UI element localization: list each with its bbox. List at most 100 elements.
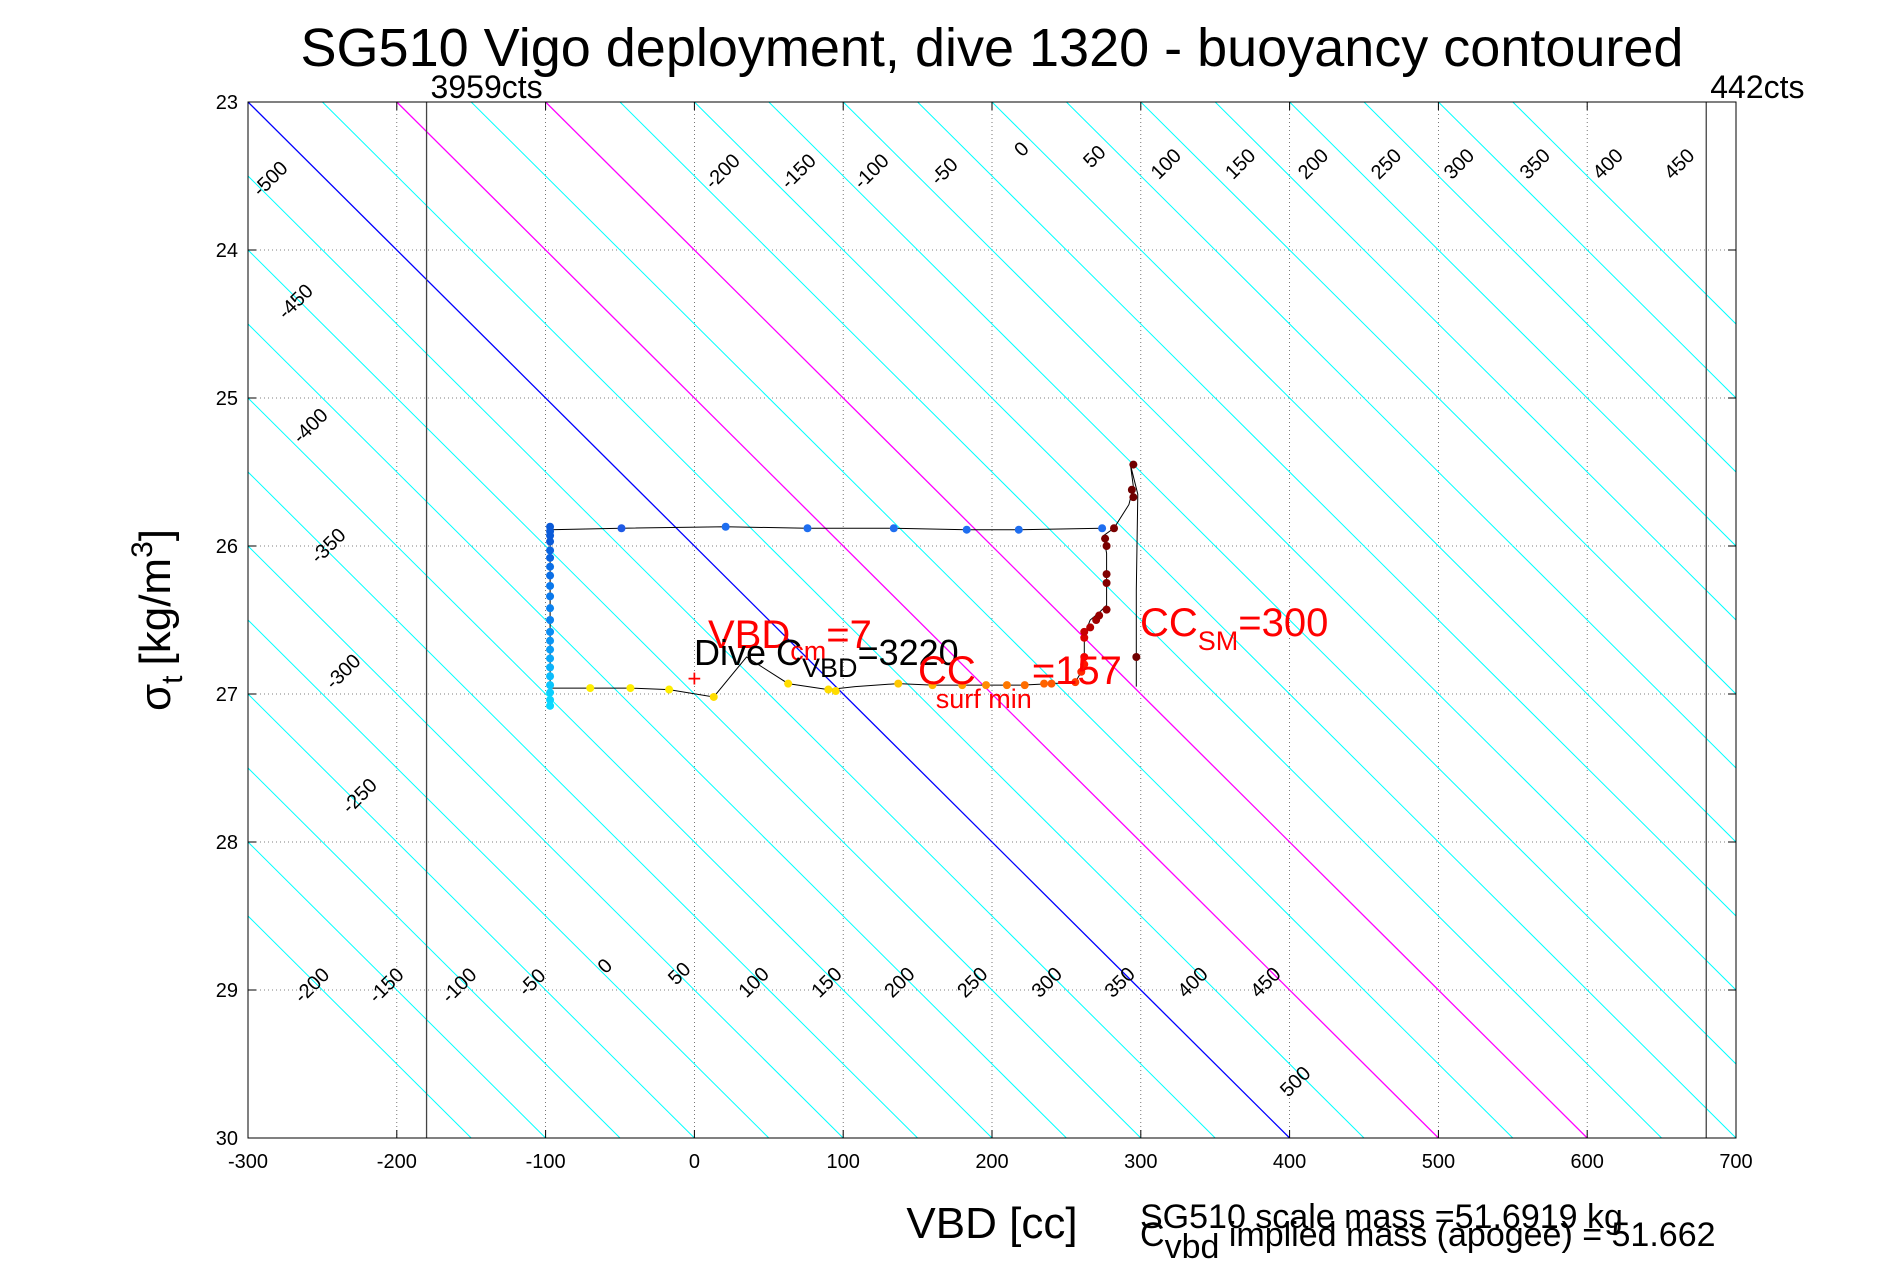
contour-line [991, 102, 1736, 843]
contour-line [248, 471, 918, 1138]
x-tick-label: 500 [1422, 1151, 1455, 1173]
data-point [1002, 681, 1011, 690]
contour-line [470, 102, 1514, 1138]
contour-line [248, 841, 546, 1138]
y-axis-label: σt [kg/m3] [126, 529, 189, 711]
data-point [1102, 542, 1111, 550]
contour-line [842, 102, 1736, 991]
contour-line [545, 102, 1588, 1138]
data-point [1098, 524, 1107, 533]
contour-label: -250 [338, 774, 382, 818]
data-point [1071, 678, 1080, 687]
dive-marker: + [687, 666, 701, 693]
contour-label: 300 [1028, 963, 1067, 1002]
data-point [546, 562, 555, 571]
x-tick-label: -300 [228, 1151, 268, 1173]
note-scale-mass: SG510 scale mass =51.6919 kg [1140, 1198, 1623, 1236]
y-tick-label: 25 [216, 388, 238, 410]
contour-label: -100 [850, 150, 894, 194]
x-tick-label: 200 [975, 1151, 1008, 1173]
contour-label: 250 [953, 963, 992, 1002]
contour-label: 200 [880, 963, 919, 1002]
data-point [546, 695, 555, 704]
data-point [709, 692, 718, 701]
note-implied-mass: Cvbd implied mass (apogee) = 51.662 [1140, 1216, 1716, 1262]
data-point [546, 604, 555, 613]
data-point [889, 524, 898, 533]
data-point [546, 537, 555, 546]
contour-line [1438, 102, 1736, 399]
data-point [1127, 485, 1136, 494]
data-point [1047, 679, 1056, 688]
contour-label: 0 [594, 955, 617, 978]
data-point [546, 663, 555, 672]
contour-label: -50 [927, 154, 963, 190]
contour-label: 0 [1010, 138, 1033, 161]
contour-label: 200 [1294, 145, 1333, 184]
vbd-limit-lines: 3959cts 442cts [425, 69, 1805, 1138]
contour-label: 400 [1174, 963, 1213, 1002]
contour-label: 350 [1516, 145, 1555, 184]
contour-line [248, 545, 844, 1138]
contour-label: 400 [1589, 145, 1628, 184]
contour-label: 100 [1147, 145, 1186, 184]
contour-line [1140, 102, 1736, 695]
y-axis-label-close: ] [131, 529, 180, 541]
contour-label: -500 [249, 157, 293, 201]
contour-line [619, 102, 1662, 1138]
svg-text:σt[kg/m3]: σt [kg/m3] [126, 529, 189, 711]
contour-labels: -500-450-400-350-300-250-200 -150 -100 -500… [249, 138, 1700, 1102]
contour-label: -200 [290, 964, 334, 1008]
data-point [546, 546, 555, 555]
data-point [958, 681, 967, 690]
annotation-vbd-cm: VBDcm=7 [708, 613, 872, 666]
data-point [1080, 633, 1089, 642]
contour-label: -150 [365, 964, 409, 1008]
contour-line [1066, 102, 1736, 769]
y-tick-label: 24 [216, 240, 238, 262]
contour-line [248, 175, 1216, 1138]
data-point [982, 681, 991, 690]
contour-label: -150 [777, 150, 821, 194]
data-point [1101, 534, 1110, 543]
contour-line [694, 102, 1736, 1138]
data-point [784, 679, 793, 688]
contour-line [1214, 102, 1736, 621]
data-point [894, 679, 903, 688]
contour-label: 350 [1101, 963, 1140, 1002]
data-point [546, 553, 555, 562]
contour-line [322, 102, 1365, 1138]
contour-label: 450 [1660, 145, 1699, 184]
contour-label: 100 [735, 963, 774, 1002]
data-point [665, 685, 674, 694]
data-point [1095, 611, 1104, 620]
contour-line [396, 102, 1439, 1138]
chart-title: SG510 Vigo deployment, dive 1320 - buoya… [301, 18, 1684, 78]
data-point [1014, 525, 1023, 534]
x-tick-label: -200 [377, 1151, 417, 1173]
y-axis-label-symbol: σ [131, 684, 180, 711]
y-tick-label: 28 [216, 832, 238, 854]
contour-label: 50 [1079, 141, 1110, 172]
data-point [1080, 627, 1089, 636]
data-point [546, 645, 555, 654]
contour-label: 150 [807, 963, 846, 1002]
y-axis-label-units: [kg/m [131, 558, 180, 666]
x-tick-label: 600 [1571, 1151, 1604, 1173]
contour-line [917, 102, 1736, 917]
contour-label: -50 [514, 965, 550, 1001]
data-point [831, 687, 840, 696]
data-point [1077, 667, 1086, 676]
annotation-dive-cvbd: Dive CVBD=3220 [694, 632, 959, 683]
data-point [546, 672, 555, 681]
contour-label: -400 [289, 404, 333, 448]
y-tick-label: 27 [216, 684, 238, 706]
contour-label: 450 [1246, 963, 1285, 1002]
dive-points: + [546, 460, 1141, 710]
contour-label: 250 [1367, 145, 1406, 184]
x-tick-label: 100 [827, 1151, 860, 1173]
contour-label: -100 [438, 964, 482, 1008]
data-point [803, 524, 812, 533]
data-point [1132, 653, 1141, 661]
